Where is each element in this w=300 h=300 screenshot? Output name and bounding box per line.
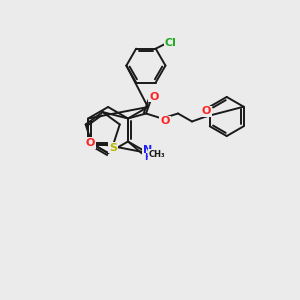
Text: O: O [149, 92, 159, 101]
Text: N: N [143, 145, 152, 155]
Text: CH₃: CH₃ [149, 150, 166, 159]
Text: O: O [160, 116, 170, 127]
Text: H: H [144, 154, 152, 163]
Text: S: S [109, 142, 117, 152]
Text: Cl: Cl [165, 38, 177, 48]
Text: O: O [201, 106, 211, 116]
Text: O: O [85, 138, 95, 148]
